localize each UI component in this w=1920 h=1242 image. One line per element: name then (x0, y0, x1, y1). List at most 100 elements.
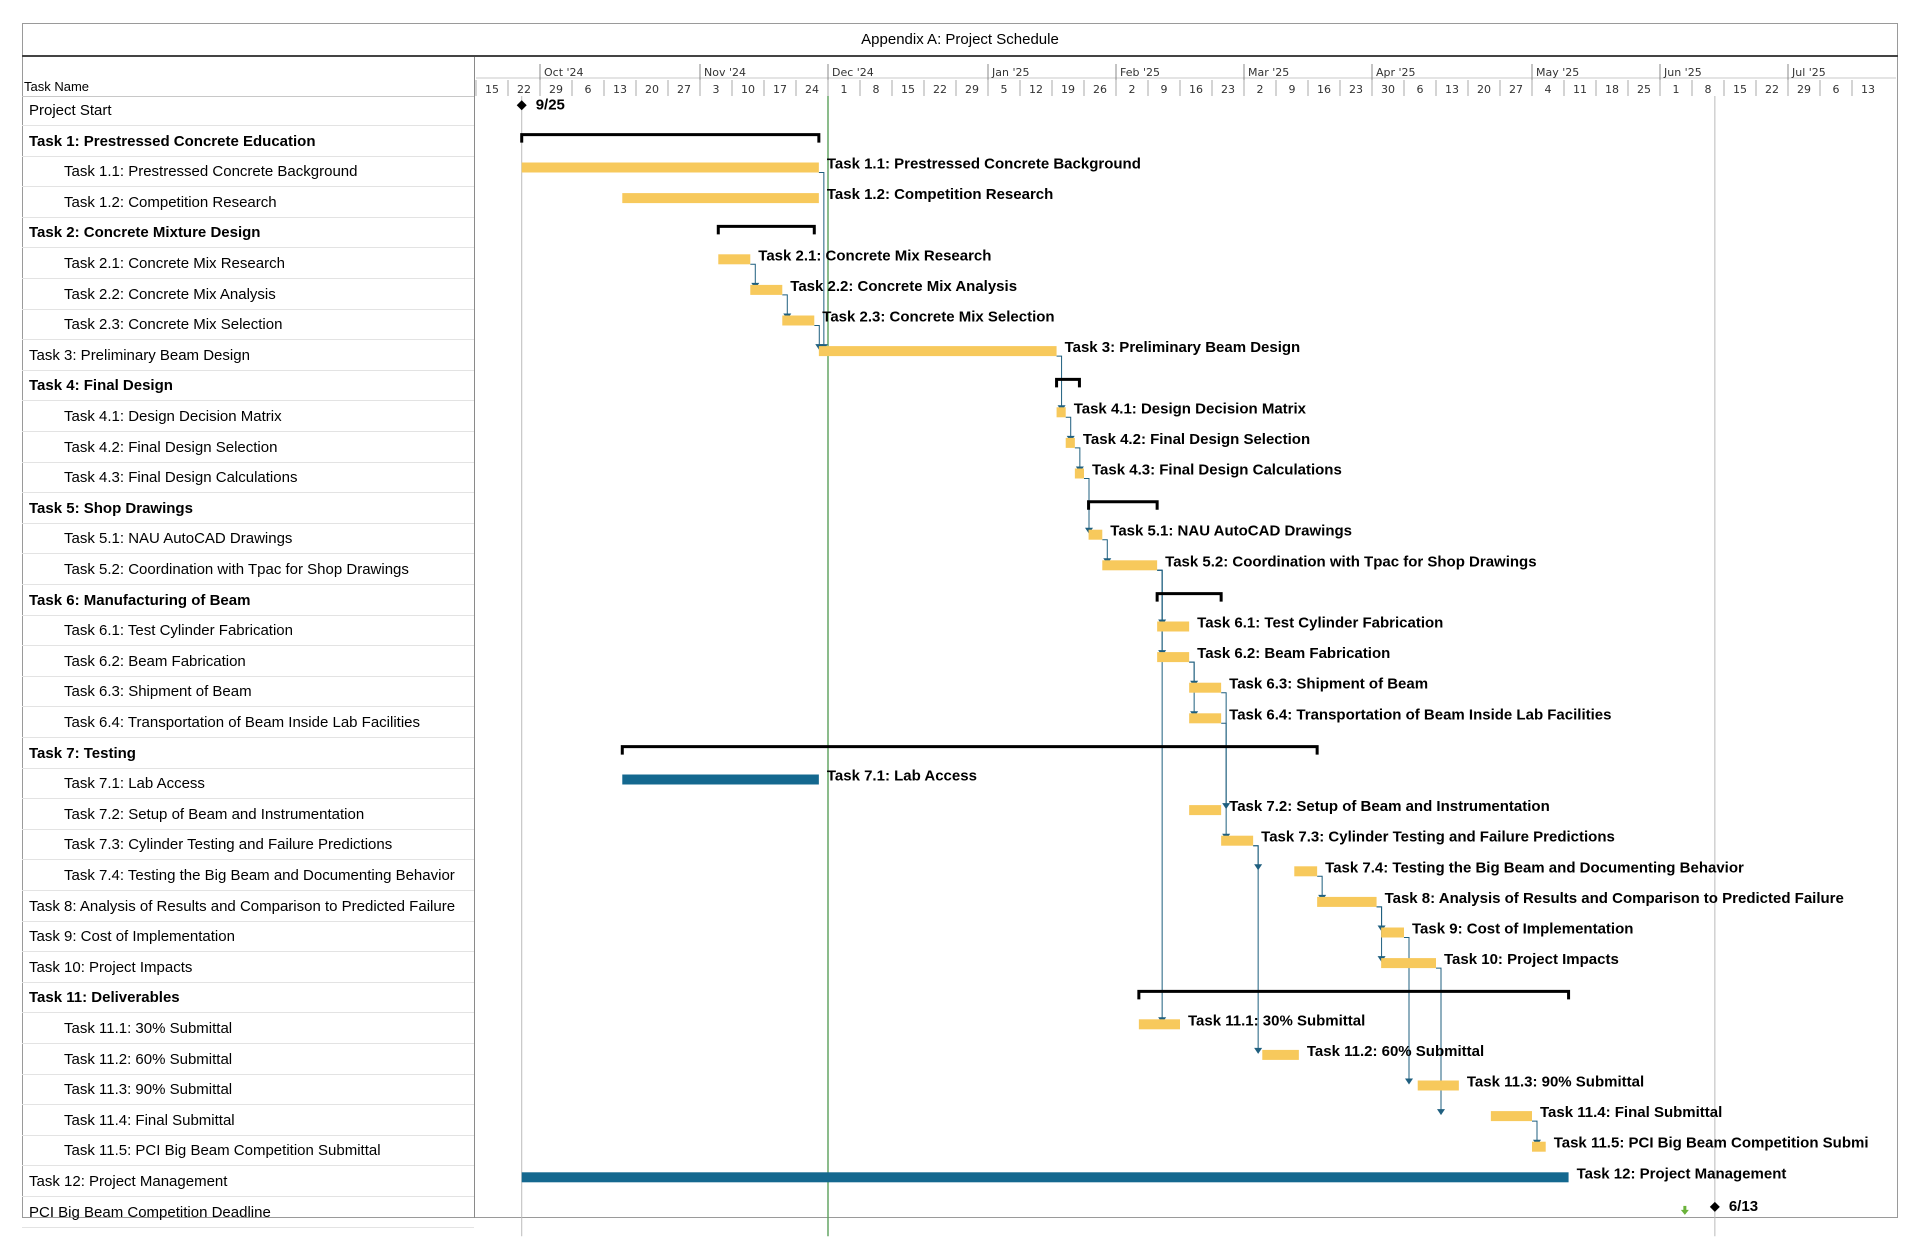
task-bar (1490, 1111, 1532, 1122)
deadline-flag-stem (1683, 1205, 1687, 1211)
dependency-arrow (1254, 1047, 1263, 1054)
week-label: 8 (1705, 83, 1712, 96)
month-label: Oct '24 (544, 66, 584, 79)
task-bar-label: Task 1.1: Prestressed Concrete Backgroun… (827, 156, 1141, 173)
task-bar (1189, 682, 1222, 693)
week-label: 6 (1833, 83, 1840, 96)
dependency-line (1189, 661, 1195, 713)
dependency-line (1074, 447, 1081, 468)
dependency-line (818, 172, 825, 346)
dependency-line (1065, 416, 1072, 437)
week-label: 22 (1765, 83, 1779, 96)
week-label: 29 (965, 83, 979, 96)
task-row-name: Task 11.3: 90% Submittal (22, 1075, 474, 1106)
schedule-frame (22, 23, 1898, 1218)
task-row-name: Task 6.2: Beam Fabrication (22, 647, 474, 677)
task-row-name: Task 7.2: Setup of Beam and Instrumentat… (22, 800, 474, 830)
summary-bracket (716, 224, 816, 235)
week-label: 13 (1861, 83, 1875, 96)
task-bar-label: Task 10: Project Impacts (1444, 951, 1619, 968)
task-bar-label: Task 6.2: Beam Fabrication (1197, 645, 1390, 662)
task-bar (782, 315, 815, 326)
week-label: 15 (901, 83, 915, 96)
task-bar (1102, 560, 1158, 571)
dependency-line (1317, 875, 1323, 896)
month-label: Dec '24 (832, 66, 874, 79)
dependency-line (1084, 478, 1090, 529)
task-row-name: Task 4.3: Final Design Calculations (22, 463, 474, 494)
task-row-name: Task 1: Prestressed Concrete Education (22, 127, 474, 157)
task-row-name: Task 11.1: 30% Submittal (22, 1014, 474, 1044)
task-bar (1317, 896, 1377, 907)
task-name-column-header: Task Name (24, 79, 90, 94)
task-bar-label: Task 8: Analysis of Results and Comparis… (1385, 890, 1844, 907)
week-label: 18 (1605, 83, 1619, 96)
dependency-line (1056, 355, 1063, 407)
task-bar-label: Task 9: Cost of Implementation (1412, 921, 1633, 938)
deadline-flag-icon (1680, 1209, 1689, 1215)
task-bar (622, 774, 819, 785)
month-label: Jun '25 (1663, 66, 1702, 79)
task-bar-label: Task 11.4: Final Submittal (1540, 1104, 1722, 1121)
month-label: May '25 (1536, 66, 1579, 79)
task-row-name: Task 11.2: 60% Submittal (22, 1045, 474, 1075)
month-label: Apr '25 (1376, 66, 1416, 79)
week-label: 10 (741, 83, 755, 96)
task-bar (1157, 652, 1190, 663)
task-bar-label: Task 4.3: Final Design Calculations (1092, 462, 1342, 479)
week-label: 24 (805, 83, 819, 96)
week-label: 27 (1509, 83, 1523, 96)
dependency-line (1376, 906, 1383, 927)
task-row-name: Task 12: Project Management (22, 1167, 474, 1197)
month-label: Mar '25 (1248, 66, 1289, 79)
dependency-line (1404, 937, 1410, 1080)
task-bar (1065, 437, 1075, 448)
week-label: 1 (841, 83, 848, 96)
task-bar-label: Task 11.2: 60% Submittal (1307, 1043, 1484, 1060)
task-bar-label: Task 11.1: 30% Submittal (1188, 1012, 1365, 1029)
task-bar-label: Task 6.4: Transportation of Beam Inside … (1229, 706, 1611, 723)
task-bar (622, 193, 819, 204)
summary-bracket (1155, 592, 1223, 602)
task-row-name: Task 11.4: Final Submittal (22, 1106, 474, 1136)
summary-bracket (1137, 989, 1571, 1000)
chart-title: Appendix A: Project Schedule (22, 23, 1898, 57)
task-row-name: Task 3: Preliminary Beam Design (22, 341, 474, 371)
week-label: 11 (1573, 83, 1587, 96)
week-label: 17 (773, 83, 787, 96)
task-row-name: Task 2.2: Concrete Mix Analysis (22, 280, 474, 310)
task-bar-label: Task 7.2: Setup of Beam and Instrumentat… (1229, 798, 1550, 815)
month-label: Jan '25 (991, 66, 1029, 79)
task-bar (1189, 713, 1222, 724)
task-bar-label: Task 3: Preliminary Beam Design (1065, 339, 1301, 356)
table-chart-divider (474, 57, 475, 1218)
task-bar (1056, 407, 1066, 418)
task-bar (1381, 958, 1436, 969)
dependency-line (1253, 845, 1259, 866)
summary-bracket (520, 133, 821, 143)
week-label: 23 (1349, 83, 1363, 96)
week-label: 29 (1797, 83, 1811, 96)
task-row-name: Task 9: Cost of Implementation (22, 922, 474, 953)
task-row-name: Task 6.4: Transportation of Beam Inside … (22, 708, 474, 738)
week-label: 15 (1733, 83, 1747, 96)
task-bar (1532, 1141, 1546, 1152)
milestone-diamond (516, 100, 527, 111)
task-bar-label: Task 4.1: Design Decision Matrix (1074, 400, 1307, 417)
task-row-name: Task 5: Shop Drawings (22, 494, 474, 524)
week-label: 30 (1381, 83, 1395, 96)
dependency-line (782, 294, 788, 315)
task-row-name: Task 4: Final Design (22, 371, 474, 402)
week-label: 29 (549, 83, 563, 96)
task-bar-label: Task 7.1: Lab Access (827, 768, 977, 785)
task-bar-label: Task 5.1: NAU AutoCAD Drawings (1110, 523, 1352, 540)
week-label: 13 (1445, 83, 1459, 96)
dependency-line (1221, 722, 1227, 835)
task-bar-label: Task 4.2: Final Design Selection (1083, 431, 1310, 448)
week-label: 13 (613, 83, 627, 96)
task-bar (521, 1172, 1569, 1183)
task-row-name: Task 5.1: NAU AutoCAD Drawings (22, 524, 474, 555)
week-label: 26 (1093, 83, 1107, 96)
task-row-name: Task 6: Manufacturing of Beam (22, 586, 474, 616)
task-bar (818, 346, 1057, 357)
